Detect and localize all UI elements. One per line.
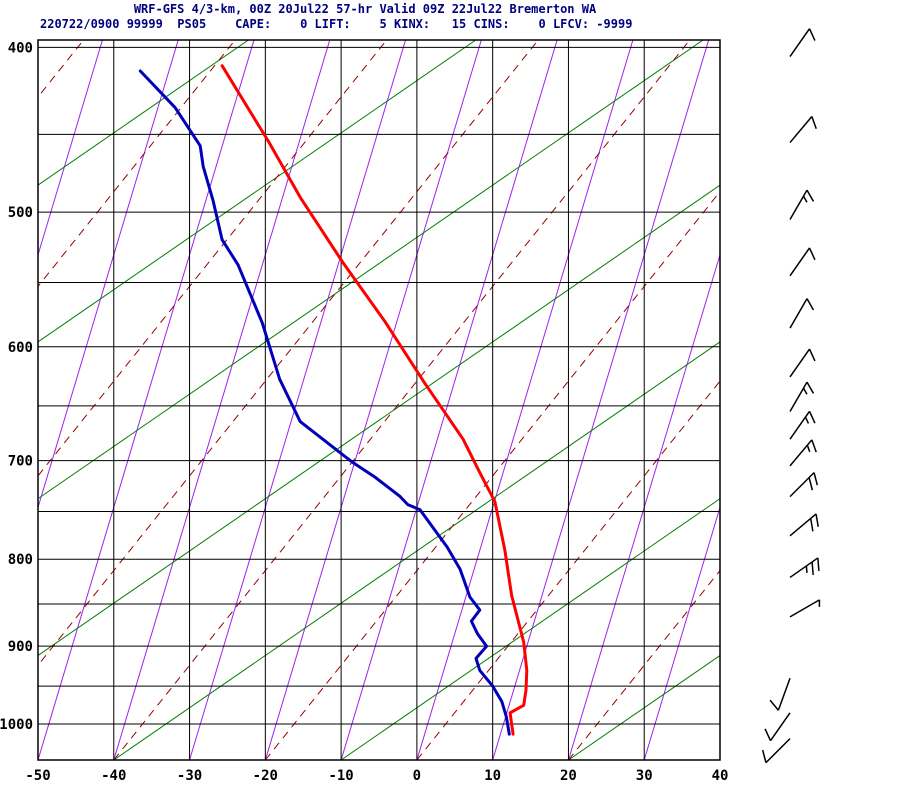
svg-text:-50: -50 <box>25 768 50 784</box>
svg-text:40: 40 <box>712 768 729 784</box>
svg-text:0: 0 <box>413 768 421 784</box>
svg-text:500: 500 <box>8 205 33 221</box>
svg-text:10: 10 <box>484 768 501 784</box>
svg-text:-40: -40 <box>101 768 126 784</box>
svg-text:800: 800 <box>8 552 33 568</box>
chart-title: WRF-GFS 4/3-km, 00Z 20Jul22 57-hr Valid … <box>133 2 597 16</box>
svg-text:600: 600 <box>8 340 33 356</box>
svg-text:-20: -20 <box>253 768 278 784</box>
svg-text:900: 900 <box>8 639 33 655</box>
svg-text:-10: -10 <box>328 768 353 784</box>
svg-text:700: 700 <box>8 454 33 470</box>
svg-text:1000: 1000 <box>0 717 33 733</box>
svg-text:400: 400 <box>8 40 33 56</box>
chart-params: 220722/0900 99999 PS05 CAPE: 0 LIFT: 5 K… <box>40 17 633 31</box>
svg-text:30: 30 <box>636 768 653 784</box>
svg-text:20: 20 <box>560 768 577 784</box>
svg-text:-30: -30 <box>177 768 202 784</box>
